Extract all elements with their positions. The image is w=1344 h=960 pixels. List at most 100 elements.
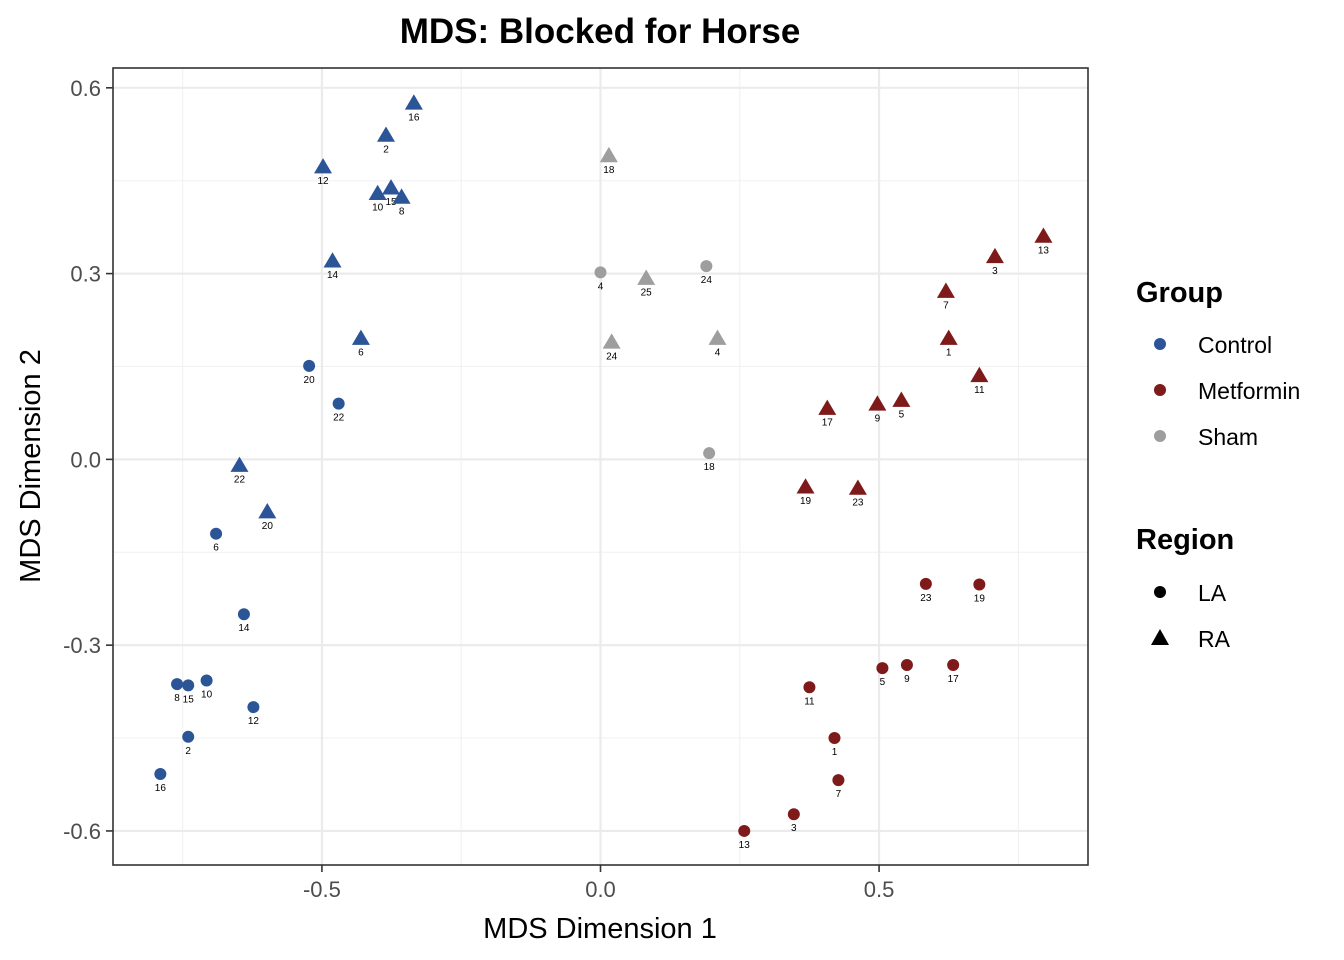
point-control-la-20 [303,359,316,372]
point-sham-la-4 [594,266,607,279]
point-control-ra-10 [368,184,387,201]
point-label-metformin-la-1: 1 [832,747,838,758]
point-label-control-ra-14: 14 [327,270,339,281]
y-tick-label: -0.6 [63,819,101,844]
point-sham-ra-25 [637,269,656,285]
legend-la-key [1154,586,1166,598]
point-label-metformin-ra-7: 7 [943,301,949,312]
point-label-sham-la-4: 4 [598,281,604,292]
point-metformin-la-9 [900,658,913,671]
point-sham-ra-18 [599,146,618,163]
point-control-la-2 [182,730,195,743]
point-label-metformin-ra-19: 19 [800,496,812,507]
point-label-sham-ra-4: 4 [715,348,721,359]
point-control-ra-16 [404,94,423,110]
point-label-metformin-ra-17: 17 [822,418,834,429]
point-label-control-ra-22: 22 [234,475,246,486]
point-label-control-ra-16: 16 [408,112,420,123]
legend-control-label: Control [1198,332,1272,358]
point-label-metformin-ra-23: 23 [852,497,864,508]
chart-title: MDS: Blocked for Horse [400,12,801,51]
legend-la-label: LA [1198,580,1227,606]
y-axis-title: MDS Dimension 2 [15,349,47,583]
point-control-ra-6 [351,329,370,345]
point-label-metformin-la-13: 13 [739,840,751,851]
y-tick-label: 0.0 [70,447,101,472]
point-label-control-la-12: 12 [248,716,260,727]
point-label-control-la-15: 15 [183,694,195,705]
legend-sham-key [1154,430,1166,442]
point-label-metformin-ra-13: 13 [1038,245,1050,256]
point-label-sham-ra-24: 24 [606,351,618,362]
point-metformin-ra-17 [818,399,837,415]
point-metformin-ra-3 [985,247,1004,264]
point-metformin-la-13 [738,824,751,837]
point-label-metformin-la-11: 11 [804,696,815,707]
point-label-metformin-la-17: 17 [948,674,960,685]
point-control-la-22 [332,397,345,410]
point-control-ra-15 [382,179,401,195]
point-metformin-la-11 [803,681,816,694]
legend-region-title: Region [1136,524,1234,556]
point-label-sham-ra-18: 18 [603,165,615,176]
point-label-sham-la-24: 24 [701,275,713,286]
point-label-metformin-la-23: 23 [920,593,932,604]
point-label-metformin-la-5: 5 [880,677,886,688]
point-sham-la-24 [700,260,713,273]
point-label-metformin-ra-5: 5 [899,410,905,421]
point-label-metformin-ra-3: 3 [992,266,998,277]
x-axis-title: MDS Dimension 1 [483,913,717,945]
point-label-sham-ra-25: 25 [641,288,653,299]
point-label-control-ra-15: 15 [385,197,397,208]
point-control-la-14 [237,608,250,621]
point-sham-ra-4 [708,329,727,345]
point-metformin-ra-7 [936,282,955,298]
legend-metformin-label: Metformin [1198,378,1300,404]
point-label-metformin-ra-11: 11 [974,385,985,396]
point-control-la-10 [200,674,213,687]
point-metformin-la-17 [947,658,960,671]
point-metformin-ra-9 [868,395,887,411]
point-label-control-la-14: 14 [238,623,250,634]
legend: Group Control Metformin Sham Region LA R… [1136,277,1300,652]
point-label-metformin-ra-9: 9 [875,413,881,424]
point-control-ra-14 [323,252,342,268]
point-label-metformin-la-19: 19 [974,593,986,604]
point-label-control-ra-10: 10 [372,203,384,214]
point-metformin-ra-19 [796,478,815,494]
point-label-control-ra-8: 8 [399,206,405,217]
point-metformin-ra-11 [970,366,989,383]
point-metformin-la-19 [973,578,986,591]
x-axis: -0.5 0.0 0.5 [303,865,894,902]
point-label-sham-la-18: 18 [704,462,716,473]
point-control-la-8 [171,678,184,691]
point-label-control-la-10: 10 [201,689,213,700]
point-metformin-la-1 [828,732,841,745]
point-control-ra-20 [258,503,277,519]
x-tick-label: -0.5 [303,877,341,902]
point-sham-la-18 [703,447,716,460]
y-tick-label: 0.3 [70,262,101,287]
point-sham-ra-24 [602,333,621,349]
point-label-control-ra-12: 12 [317,176,329,187]
point-label-control-la-2: 2 [185,746,191,757]
legend-metformin-key [1154,384,1166,396]
point-label-metformin-la-7: 7 [836,789,842,800]
point-control-ra-12 [314,158,333,174]
point-label-metformin-la-9: 9 [904,674,910,685]
point-control-ra-22 [230,456,249,472]
point-control-la-15 [182,679,195,692]
point-metformin-ra-23 [848,479,867,495]
point-metformin-la-7 [832,774,845,787]
point-metformin-ra-5 [892,391,911,407]
point-control-ra-2 [377,126,395,142]
legend-ra-key [1151,629,1169,645]
x-tick-label: 0.0 [585,877,616,902]
point-label-metformin-ra-1: 1 [946,348,952,359]
point-metformin-la-23 [919,577,932,590]
point-metformin-ra-13 [1034,227,1053,243]
point-control-la-12 [247,701,260,714]
